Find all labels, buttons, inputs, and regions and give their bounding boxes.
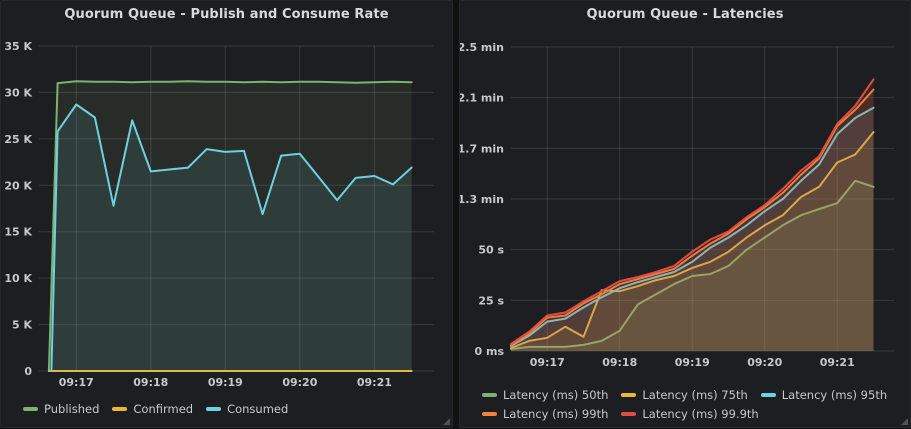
legend-label: Latency (ms) 95th <box>781 388 888 402</box>
legend-item-latency-99th[interactable]: Latency (ms) 99th <box>482 407 608 421</box>
panel-publish-consume-rate: Quorum Queue - Publish and Consume Rate … <box>0 0 453 428</box>
legend-item-latency-99-9th[interactable]: Latency (ms) 99.9th <box>621 407 759 421</box>
consumed-series-swatch <box>206 407 222 411</box>
svg-text:5 K: 5 K <box>12 319 32 332</box>
legend-item-latency-75th[interactable]: Latency (ms) 75th <box>621 388 748 402</box>
svg-text:30 K: 30 K <box>4 86 32 99</box>
latencies-chart[interactable]: 0 ms 25 s 50 s 1.3 min 1.7 min 2.1 min 2.5 min… <box>460 1 911 429</box>
legend-item-published[interactable]: Published <box>23 402 99 416</box>
publish-consume-rate-chart[interactable]: 0 5 K 10 K 15 K 20 K 25 K 30 K 35 K 09:17 09:18 09… <box>1 1 454 429</box>
svg-text:2.1 min: 2.1 min <box>460 92 504 105</box>
published-series-swatch <box>23 407 38 411</box>
svg-text:09:17: 09:17 <box>59 376 94 389</box>
svg-text:0: 0 <box>24 365 32 378</box>
legend-label: Latency (ms) 99th <box>503 407 609 421</box>
svg-text:2.5 min: 2.5 min <box>460 41 504 54</box>
svg-text:09:19: 09:19 <box>675 356 710 369</box>
latency-50th-swatch <box>482 393 497 397</box>
svg-text:20 K: 20 K <box>4 179 32 192</box>
svg-text:09:20: 09:20 <box>282 376 317 389</box>
latency-99-9th-swatch <box>621 412 637 416</box>
confirmed-series-swatch <box>112 407 128 411</box>
svg-text:1.7 min: 1.7 min <box>460 142 504 155</box>
legend-label: Latency (ms) 50th <box>503 388 609 402</box>
svg-text:0 ms: 0 ms <box>475 345 505 358</box>
latency-75th-swatch <box>621 393 637 397</box>
panel-title[interactable]: Quorum Queue - Latencies <box>586 7 784 22</box>
latency-99th-swatch <box>482 412 497 416</box>
legend-label: Latency (ms) 99.9th <box>642 407 759 421</box>
panel-title[interactable]: Quorum Queue - Publish and Consume Rate <box>64 7 389 22</box>
svg-text:10 K: 10 K <box>4 272 32 285</box>
svg-text:09:21: 09:21 <box>357 376 392 389</box>
legend-item-confirmed[interactable]: Confirmed <box>112 402 193 416</box>
svg-text:25 s: 25 s <box>478 294 504 307</box>
panel-resize-handle[interactable] <box>443 418 450 425</box>
legend-label: Published <box>44 402 100 416</box>
svg-text:25 K: 25 K <box>4 133 32 146</box>
svg-text:09:18: 09:18 <box>602 356 637 369</box>
panel-latencies: Quorum Queue - Latencies 0 ms 25 s 50 s 1.3… <box>459 0 911 428</box>
legend-label: Consumed <box>227 402 289 416</box>
legend: Latency (ms) 50th Latency (ms) 75th Late… <box>482 388 906 421</box>
legend-item-latency-95th[interactable]: Latency (ms) 95th <box>760 388 888 402</box>
svg-text:09:21: 09:21 <box>820 356 855 369</box>
legend-label: Confirmed <box>133 402 194 416</box>
svg-text:50 s: 50 s <box>478 244 504 257</box>
svg-text:09:18: 09:18 <box>133 376 168 389</box>
svg-text:1.3 min: 1.3 min <box>460 193 504 206</box>
svg-text:35 K: 35 K <box>4 40 32 53</box>
svg-text:09:17: 09:17 <box>530 356 565 369</box>
latency-95th-swatch <box>760 393 776 397</box>
legend-item-latency-50th[interactable]: Latency (ms) 50th <box>482 388 608 402</box>
svg-text:09:19: 09:19 <box>208 376 243 389</box>
legend-label: Latency (ms) 75th <box>642 388 748 402</box>
legend: Published Confirmed Consumed <box>23 402 444 416</box>
svg-text:09:20: 09:20 <box>747 356 782 369</box>
legend-item-consumed[interactable]: Consumed <box>206 402 288 416</box>
panel-resize-handle[interactable] <box>901 418 908 425</box>
svg-text:15 K: 15 K <box>4 226 32 239</box>
